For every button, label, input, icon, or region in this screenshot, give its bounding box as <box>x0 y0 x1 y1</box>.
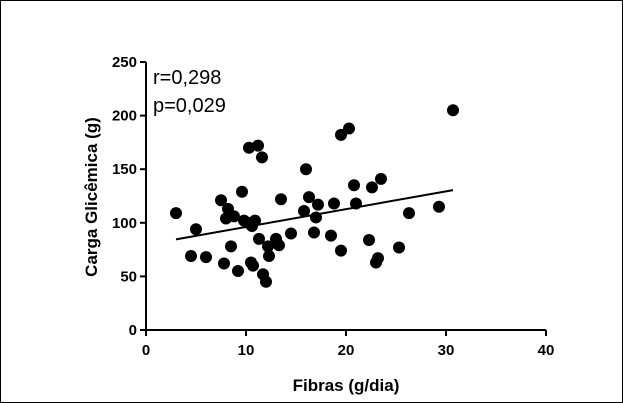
data-point <box>312 198 324 211</box>
y-tick-label: 150 <box>112 161 137 178</box>
data-point <box>335 244 347 257</box>
data-points <box>170 104 459 288</box>
data-point <box>303 191 315 204</box>
data-point <box>225 240 237 253</box>
data-point <box>228 210 240 223</box>
data-point <box>170 207 182 220</box>
x-axis-ticks: 0 10 20 30 40 <box>142 330 555 359</box>
data-point <box>273 239 285 252</box>
x-tick-label: 30 <box>438 342 455 359</box>
data-point <box>249 214 261 227</box>
data-point <box>403 207 415 220</box>
data-point <box>348 179 360 192</box>
data-point <box>200 251 212 264</box>
data-point <box>263 250 275 263</box>
y-tick-label: 0 <box>129 322 137 339</box>
y-tick-label: 50 <box>120 268 137 285</box>
data-point <box>252 139 264 152</box>
data-point <box>350 197 362 210</box>
data-point <box>253 232 265 245</box>
data-point <box>308 226 320 239</box>
data-point <box>310 211 322 224</box>
data-point <box>218 257 230 270</box>
annotation-p: p=0,029 <box>153 95 226 117</box>
data-point <box>185 250 197 263</box>
data-point <box>236 185 248 198</box>
data-point <box>433 200 445 213</box>
data-point <box>243 141 255 154</box>
data-point <box>328 197 340 210</box>
x-tick-label: 40 <box>538 342 555 359</box>
data-point <box>325 229 337 242</box>
y-tick-label: 100 <box>112 215 137 232</box>
data-point <box>447 104 459 117</box>
data-point <box>393 241 405 254</box>
data-point <box>215 194 227 207</box>
data-point <box>363 233 375 246</box>
data-point <box>247 259 259 272</box>
annotation-r: r=0,298 <box>153 67 221 89</box>
data-point <box>300 163 312 176</box>
data-point <box>232 265 244 278</box>
x-tick-label: 0 <box>142 342 150 359</box>
x-tick-label: 20 <box>338 342 355 359</box>
data-point <box>256 151 268 164</box>
data-point <box>298 205 310 218</box>
data-point <box>366 181 378 194</box>
x-axis-title: Fibras (g/dia) <box>293 376 400 395</box>
data-point <box>275 193 287 206</box>
y-axis-ticks: 0 50 100 150 200 250 <box>112 54 146 339</box>
data-point <box>375 172 387 185</box>
data-point <box>335 128 347 141</box>
data-point <box>372 252 384 265</box>
y-axis-title: Carga Glicêmica (g) <box>82 117 101 277</box>
y-tick-label: 200 <box>112 108 137 125</box>
data-point <box>343 122 355 135</box>
x-tick-label: 10 <box>238 342 255 359</box>
data-point <box>190 223 202 236</box>
data-point <box>260 275 272 288</box>
data-point <box>262 240 274 253</box>
data-point <box>285 227 297 240</box>
y-tick-label: 250 <box>112 54 137 71</box>
